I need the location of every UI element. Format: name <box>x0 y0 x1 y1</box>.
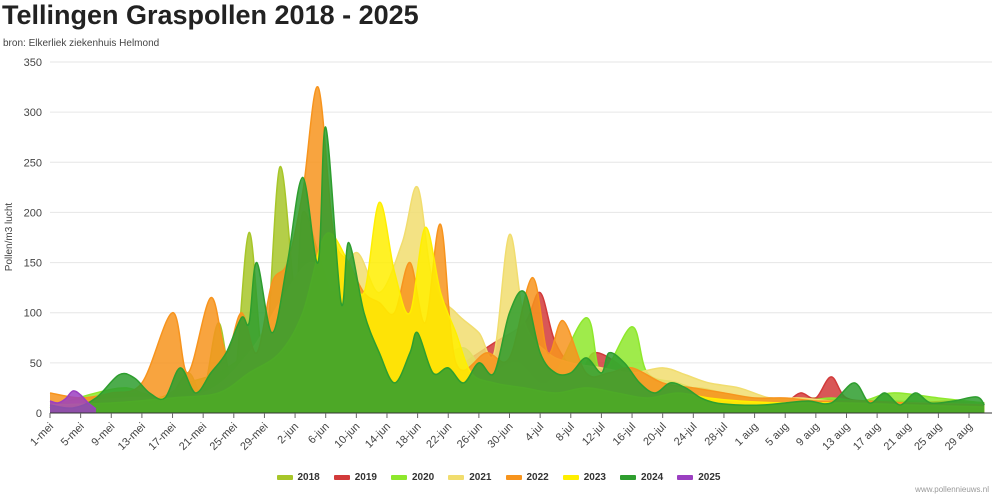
legend: 2018 2019 2020 2021 2022 2023 2024 2025 <box>0 472 997 483</box>
x-tick-label: 30-jun <box>486 421 516 451</box>
x-tick-label: 24-jul <box>672 421 700 449</box>
x-tick-label: 17-mei <box>146 421 178 453</box>
legend-swatch <box>391 475 407 480</box>
x-axis-ticks: 1-mei 5-mei 9-mei13-mei17-mei21-mei25-mei2… <box>28 413 975 453</box>
x-tick-label: 17 aug <box>851 421 883 453</box>
x-tick-label: 5-mei <box>59 421 87 449</box>
x-tick-label: 6-jun <box>306 421 332 447</box>
y-tick-label: 300 <box>24 107 42 119</box>
x-tick-label: 21 aug <box>882 421 914 453</box>
legend-label: 2020 <box>412 472 435 483</box>
legend-swatch <box>333 475 350 480</box>
x-tick-label: 2-jun <box>275 421 301 447</box>
legend-swatch <box>276 475 293 480</box>
legend-label: 2021 <box>469 472 492 483</box>
chart-area: 0 50 100 150 200 250 300 350 1-mei 5-mei 9-mei13-… <box>4 57 992 453</box>
y-tick-label: 0 <box>36 408 42 420</box>
legend-item-2018[interactable]: 2018 <box>276 472 320 483</box>
credit-link[interactable]: www.pollennieuws.nl <box>915 485 989 494</box>
legend-label: 2023 <box>583 472 606 483</box>
x-tick-label: 12-jul <box>580 421 608 449</box>
x-tick-label: 29-mei <box>238 421 270 453</box>
x-tick-label: 28-jul <box>703 421 731 449</box>
x-tick-label: 4-jul <box>523 421 546 444</box>
legend-item-2023[interactable]: 2023 <box>562 472 606 483</box>
x-tick-label: 1-mei <box>28 421 56 449</box>
legend-label: 2024 <box>641 472 664 483</box>
x-tick-label: 22-jun <box>424 421 454 451</box>
series-line-2024 <box>49 126 985 409</box>
legend-swatch <box>562 475 579 480</box>
y-tick-label: 250 <box>24 157 42 169</box>
legend-swatch <box>505 475 522 480</box>
legend-item-2020[interactable]: 2020 <box>391 472 434 483</box>
legend-label: 2018 <box>297 472 320 483</box>
x-tick-label: 20-jul <box>641 421 669 449</box>
y-tick-label: 350 <box>24 57 42 69</box>
x-tick-label: 16-jul <box>611 421 639 449</box>
x-tick-label: 9 aug <box>794 421 822 449</box>
x-tick-label: 18-jun <box>394 421 424 451</box>
series-area-2024[interactable] <box>50 126 985 413</box>
series-areas <box>49 86 985 413</box>
series-area-2025[interactable] <box>50 390 96 413</box>
chart-title: Tellingen Graspollen 2018 - 2025 <box>2 0 419 30</box>
y-axis-ticks: 0 50 100 150 200 250 300 350 <box>24 57 42 420</box>
x-tick-label: 10-jun <box>332 421 362 451</box>
x-tick-label: 29 aug <box>943 421 975 453</box>
x-tick-label: 9-mei <box>89 421 117 449</box>
legend-item-2025[interactable]: 2025 <box>677 472 721 483</box>
legend-label: 2019 <box>354 472 377 483</box>
legend-swatch <box>677 475 694 480</box>
x-tick-label: 5 aug <box>763 421 791 449</box>
y-tick-label: 200 <box>24 207 42 219</box>
legend-item-2019[interactable]: 2019 <box>333 472 377 483</box>
x-tick-label: 21-mei <box>177 421 209 453</box>
y-tick-label: 150 <box>24 258 42 270</box>
x-tick-label: 8-jul <box>554 421 577 444</box>
legend-swatch <box>620 475 636 480</box>
y-axis-label: Pollen/m3 lucht <box>4 203 15 272</box>
chart-subtitle: bron: Elkerliek ziekenhuis Helmond <box>3 38 160 49</box>
y-tick-label: 50 <box>30 358 42 370</box>
x-tick-label: 1 aug <box>733 421 761 449</box>
x-tick-label: 25 aug <box>912 421 944 453</box>
legend-item-2024[interactable]: 2024 <box>620 472 663 483</box>
x-tick-label: 26-jun <box>455 421 485 451</box>
series-line-2025 <box>49 390 97 410</box>
legend-swatch <box>448 475 465 480</box>
legend-label: 2022 <box>526 472 549 483</box>
x-tick-label: 14-jun <box>363 421 393 451</box>
y-tick-label: 100 <box>24 308 42 320</box>
x-tick-label: 13 aug <box>820 421 852 453</box>
x-tick-label: 25-mei <box>208 421 240 453</box>
legend-item-2021[interactable]: 2021 <box>448 472 492 483</box>
legend-item-2022[interactable]: 2022 <box>505 472 549 483</box>
x-tick-label: 13-mei <box>116 421 148 453</box>
series-line-2022 <box>49 86 985 406</box>
legend-label: 2025 <box>698 472 721 483</box>
